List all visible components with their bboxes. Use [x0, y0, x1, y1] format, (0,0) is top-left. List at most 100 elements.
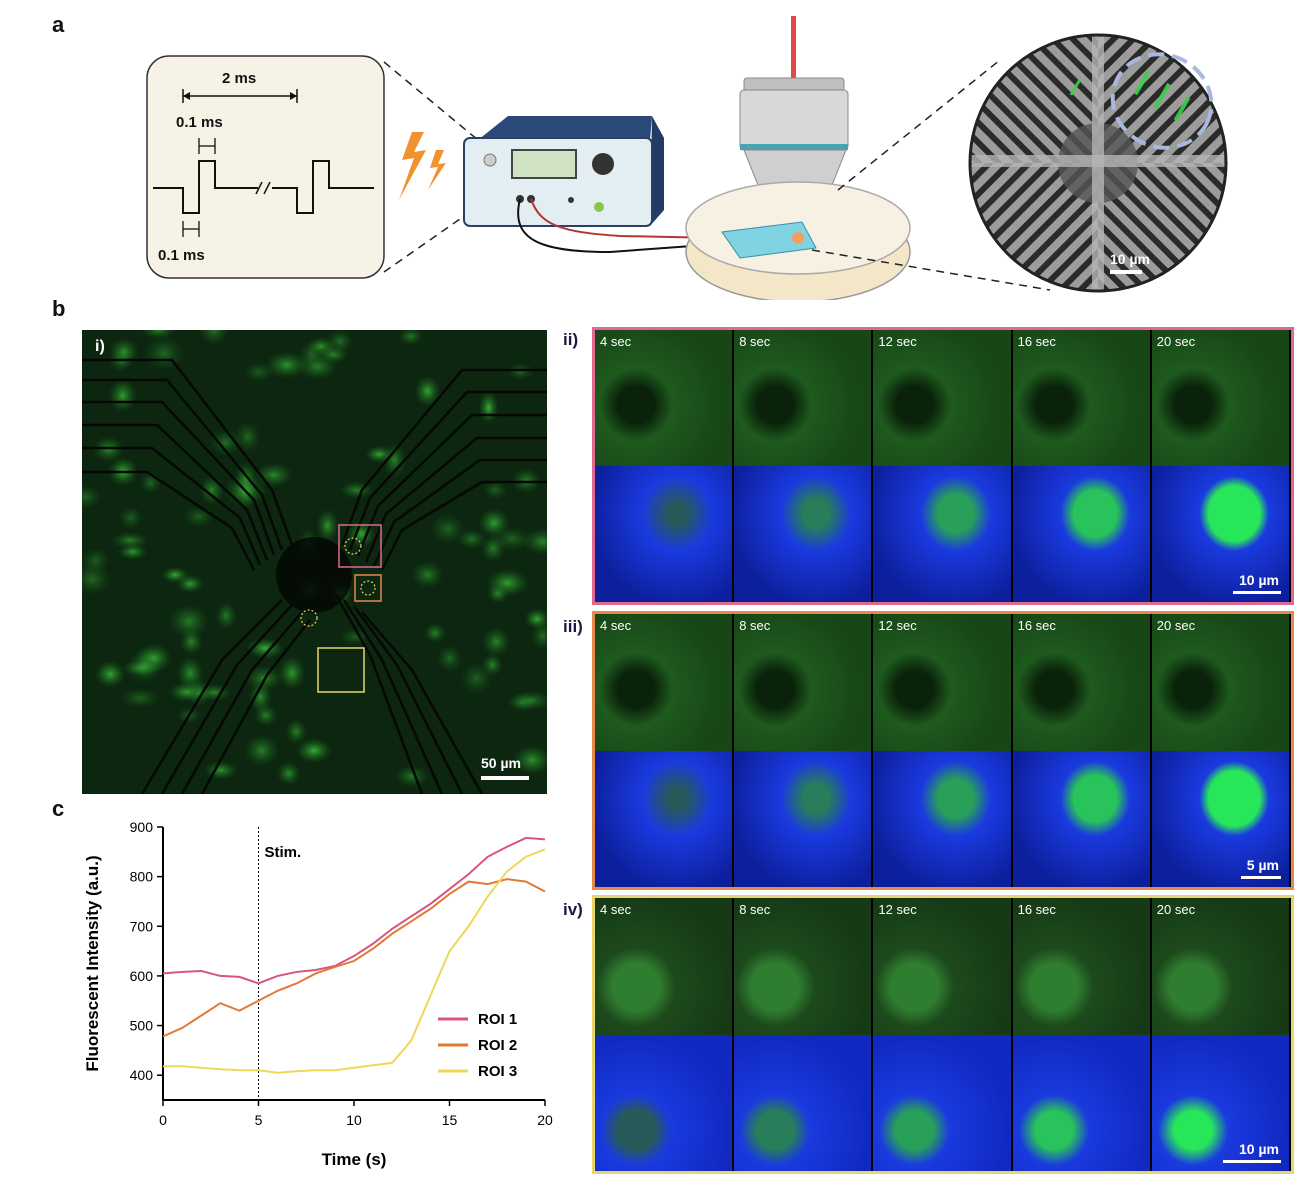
y-tick-label: 600 [130, 968, 154, 984]
x-tick-label: 20 [537, 1112, 553, 1128]
cell-blob [277, 655, 306, 691]
green-channel-tile [595, 614, 733, 751]
cell-blob [168, 603, 210, 639]
inset-scale-label: 10 µm [1110, 251, 1150, 267]
green-channel-tile [873, 330, 1011, 466]
time-label: 8 sec [739, 902, 771, 917]
sem-inset-image [970, 35, 1226, 291]
x-tick-label: 10 [346, 1112, 362, 1128]
scale-label: 5 µm [1246, 857, 1279, 873]
cell-blob [436, 644, 463, 673]
roi3-box [317, 647, 365, 693]
heatmap-tile [595, 466, 733, 602]
cell-blob [276, 761, 301, 786]
heatmap-tile [1012, 466, 1150, 602]
panel-letter-b: b [52, 296, 66, 321]
laser-beam [791, 16, 796, 78]
scale-label: 10 µm [1239, 1141, 1279, 1157]
sub-label-iv: iv) [563, 900, 583, 919]
cell-blob [82, 484, 103, 510]
cell-blob [510, 690, 547, 711]
cell-blob [491, 526, 533, 552]
overview-scale-bar [481, 776, 529, 780]
time-label: 12 sec [878, 902, 917, 917]
cell-blob [486, 584, 509, 604]
y-axis-label: Fluorescent Intensity (a.u.) [83, 855, 102, 1071]
green-channel-tile [1012, 330, 1150, 466]
heatmap-tile [595, 1034, 733, 1171]
scale-bar [1241, 876, 1281, 879]
cell-blob [209, 428, 242, 457]
electrode-traces [82, 358, 547, 794]
panel-a-schematic [146, 16, 1228, 300]
heatmap-tile [1151, 466, 1289, 602]
overview-scale-label: 50 µm [481, 755, 521, 771]
timelapse-frame-roi1: 4 sec 8 sec 12 sec 16 sec 20 sec 10 µm [592, 327, 1294, 605]
cell-blob [182, 505, 215, 528]
y-tick-label: 500 [130, 1018, 154, 1034]
green-channel-tile [1012, 614, 1150, 751]
green-channel-tile [595, 898, 733, 1035]
cell-blob [161, 566, 189, 584]
scale-label: 10 µm [1239, 572, 1279, 588]
green-channel-tile [734, 330, 872, 466]
cell-blob [107, 378, 138, 413]
heatmap-tile [873, 466, 1011, 602]
time-label: 8 sec [739, 334, 771, 349]
cell-blob [198, 330, 230, 346]
sub-label-iii: iii) [563, 617, 583, 636]
cell-blob [316, 508, 340, 543]
scale-bar [1233, 591, 1281, 594]
lightning-icon [399, 132, 426, 200]
stimulator-top [478, 116, 652, 140]
waveform-box [146, 55, 385, 279]
heatmap-tile [734, 1034, 872, 1171]
heatmap-tile [1151, 1034, 1289, 1171]
sub-label-ii: ii) [563, 330, 579, 349]
overview-micrograph: i) 50 µm [82, 330, 547, 794]
cell-blob [141, 330, 177, 340]
time-label: 12 sec [878, 618, 917, 633]
green-channel-tile [873, 898, 1011, 1035]
pulse-period-label: 2 ms [222, 70, 257, 87]
roi1-box [338, 524, 382, 568]
panel-letter-a: a [52, 12, 65, 37]
cell-blob [506, 362, 535, 381]
time-label: 4 sec [600, 618, 632, 633]
cell-blob [215, 601, 237, 630]
cell-blob [284, 718, 308, 745]
timelapse-frame-roi2: 4 sec 8 sec 12 sec 16 sec 20 sec 5 µm [592, 611, 1294, 890]
heatmap-tile [734, 466, 872, 602]
x-axis-label: Time (s) [322, 1150, 387, 1169]
time-label: 20 sec [1156, 334, 1196, 349]
series-line-roi-2 [162, 878, 546, 1038]
inset-scale-bar [1110, 270, 1142, 274]
cell-blob [203, 760, 239, 780]
intensity-chart: 400 500 600 700 800 900 0 5 10 15 20 Time (s) Fluore… [83, 819, 553, 1169]
cell-blob [265, 351, 309, 379]
series-line-roi-1 [162, 836, 546, 985]
time-label: 16 sec [1017, 902, 1056, 917]
cell-blob [119, 687, 161, 709]
scale-bar [1223, 1160, 1281, 1163]
y-tick-label: 900 [130, 819, 154, 835]
pulse-width-top-label: 0.1 ms [176, 114, 223, 131]
cell-blob [248, 680, 273, 713]
cell-blob [108, 350, 133, 373]
sub-label-i: i) [95, 338, 105, 355]
time-label: 8 sec [739, 618, 771, 633]
cell-blob [118, 505, 144, 530]
connector-line [383, 61, 479, 141]
time-label: 20 sec [1156, 618, 1196, 633]
time-label: 16 sec [1017, 618, 1056, 633]
green-channel-tile [1012, 898, 1150, 1035]
lightning-icon [428, 150, 446, 190]
cell-blob [523, 608, 547, 630]
cell-blob [142, 335, 186, 371]
cell-blob [338, 481, 375, 500]
green-channel-tile [595, 330, 733, 466]
heatmap-tile [1012, 1034, 1150, 1171]
green-channel-tile [734, 898, 872, 1035]
cell-blob [511, 744, 547, 776]
legend-label: ROI 2 [478, 1037, 517, 1054]
